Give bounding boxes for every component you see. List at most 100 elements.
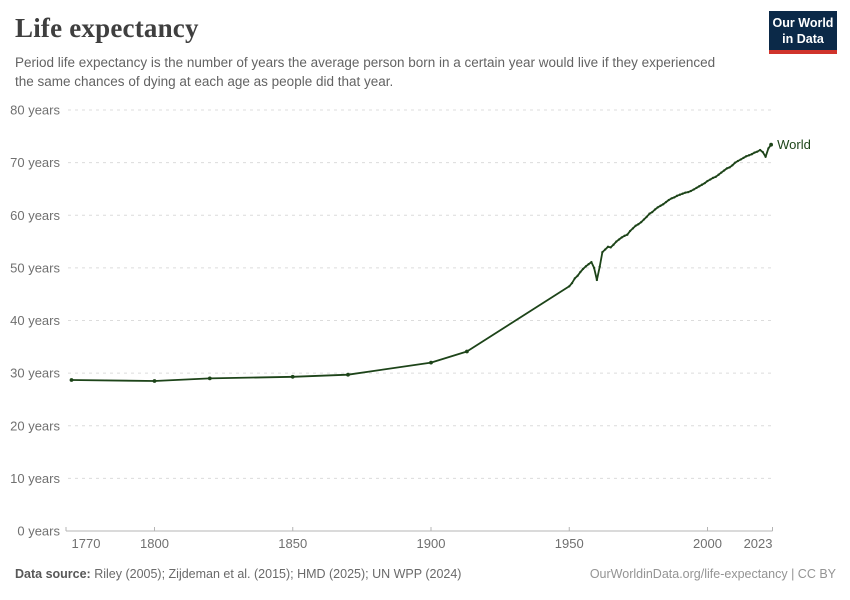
data-point — [659, 204, 662, 207]
page-title: Life expectancy — [15, 13, 199, 43]
data-point — [628, 229, 632, 233]
y-tick-label: 30 years — [10, 366, 60, 381]
y-tick-label: 60 years — [10, 208, 60, 223]
data-point — [675, 194, 679, 197]
data-point — [728, 166, 731, 169]
data-point — [698, 185, 701, 188]
data-point — [714, 175, 717, 178]
data-point — [648, 212, 651, 215]
y-tick-label: 0 years — [17, 524, 60, 539]
data-point — [626, 233, 629, 236]
data-point — [764, 155, 767, 158]
data-point — [592, 266, 596, 270]
series-end-label: World — [777, 137, 811, 152]
data-point — [720, 171, 723, 174]
x-tick-label: 1950 — [555, 536, 584, 551]
y-tick-label: 50 years — [10, 260, 60, 275]
data-point — [606, 245, 610, 248]
data-point — [664, 200, 668, 204]
y-tick-label: 20 years — [10, 418, 60, 433]
data-point — [739, 158, 742, 161]
y-tick-label: 70 years — [10, 155, 60, 170]
x-tick-label: 1800 — [140, 536, 169, 551]
data-point — [576, 274, 579, 277]
data-point — [631, 227, 635, 230]
data-point — [700, 183, 704, 186]
data-point — [581, 267, 585, 271]
data-point — [651, 210, 654, 214]
data-point — [584, 265, 588, 268]
data-point — [745, 155, 748, 158]
data-point — [769, 142, 773, 147]
data-point — [642, 218, 646, 221]
data-point — [207, 376, 212, 381]
data-point — [465, 349, 469, 354]
data-point — [620, 236, 623, 239]
data-point — [687, 190, 690, 194]
data-point — [684, 191, 687, 194]
data-point — [346, 372, 350, 377]
data-point — [725, 167, 729, 170]
data-point — [756, 150, 759, 153]
data-point — [152, 379, 157, 383]
owid-logo: Our World in Data — [769, 11, 837, 54]
data-point — [753, 151, 756, 154]
trend-line — [70, 143, 772, 382]
data-point — [568, 285, 571, 288]
data-point — [609, 246, 612, 249]
data-point — [656, 206, 659, 209]
data-point — [670, 197, 673, 200]
data-point — [662, 203, 665, 206]
data-point — [667, 198, 670, 202]
data-point — [640, 220, 643, 224]
data-point — [637, 223, 640, 226]
data-point — [703, 181, 706, 185]
data-point — [722, 169, 726, 172]
data-point — [767, 147, 770, 150]
data-point — [717, 173, 720, 176]
data-point — [689, 189, 693, 193]
logo-line2: in Data — [782, 32, 824, 46]
data-point — [711, 176, 715, 180]
x-tick-label: 1900 — [417, 536, 446, 551]
data-point — [634, 224, 637, 227]
data-point — [695, 186, 698, 190]
x-tick-label: 1850 — [278, 536, 307, 551]
x-tick-label: 2000 — [693, 536, 722, 551]
y-tick-label: 40 years — [10, 313, 60, 328]
data-point — [734, 161, 737, 164]
data-point — [761, 150, 764, 154]
data-point — [604, 248, 607, 251]
line-chart: 0 years 10 years 20 years 30 years 40 years 5… — [10, 103, 811, 552]
data-point — [595, 278, 599, 282]
y-tick-label: 10 years — [10, 471, 60, 486]
data-source: Data source: Riley (2005); Zijdeman et a… — [15, 567, 461, 581]
data-point — [681, 192, 684, 195]
data-point — [579, 270, 582, 274]
data-point — [612, 243, 615, 246]
data-point — [615, 240, 618, 243]
data-point — [645, 215, 648, 218]
data-point — [623, 234, 626, 237]
owid-link[interactable]: OurWorldinData.org/life-expectancy | CC … — [589, 567, 836, 581]
chart-footer: Data source: Riley (2005); Zijdeman et a… — [15, 567, 836, 581]
data-point — [429, 360, 433, 365]
data-point — [573, 277, 576, 280]
data-point — [290, 374, 295, 379]
data-point — [747, 154, 751, 157]
y-tick-label: 80 years — [10, 103, 60, 118]
chart-subtitle: Period life expectancy is the number of … — [15, 55, 716, 90]
data-point — [598, 265, 601, 268]
data-source-label: Data source: — [15, 567, 91, 581]
data-point — [692, 188, 695, 191]
data-point — [69, 378, 74, 382]
data-point — [601, 250, 604, 254]
data-source-text: Riley (2005); Zijdeman et al. (2015); HM… — [90, 567, 462, 581]
data-point — [750, 153, 753, 156]
data-point — [736, 159, 740, 163]
data-point — [590, 260, 593, 264]
data-point — [758, 148, 762, 152]
x-tick-label: 2023 — [744, 536, 773, 551]
data-point — [673, 196, 676, 199]
data-point — [678, 193, 682, 196]
